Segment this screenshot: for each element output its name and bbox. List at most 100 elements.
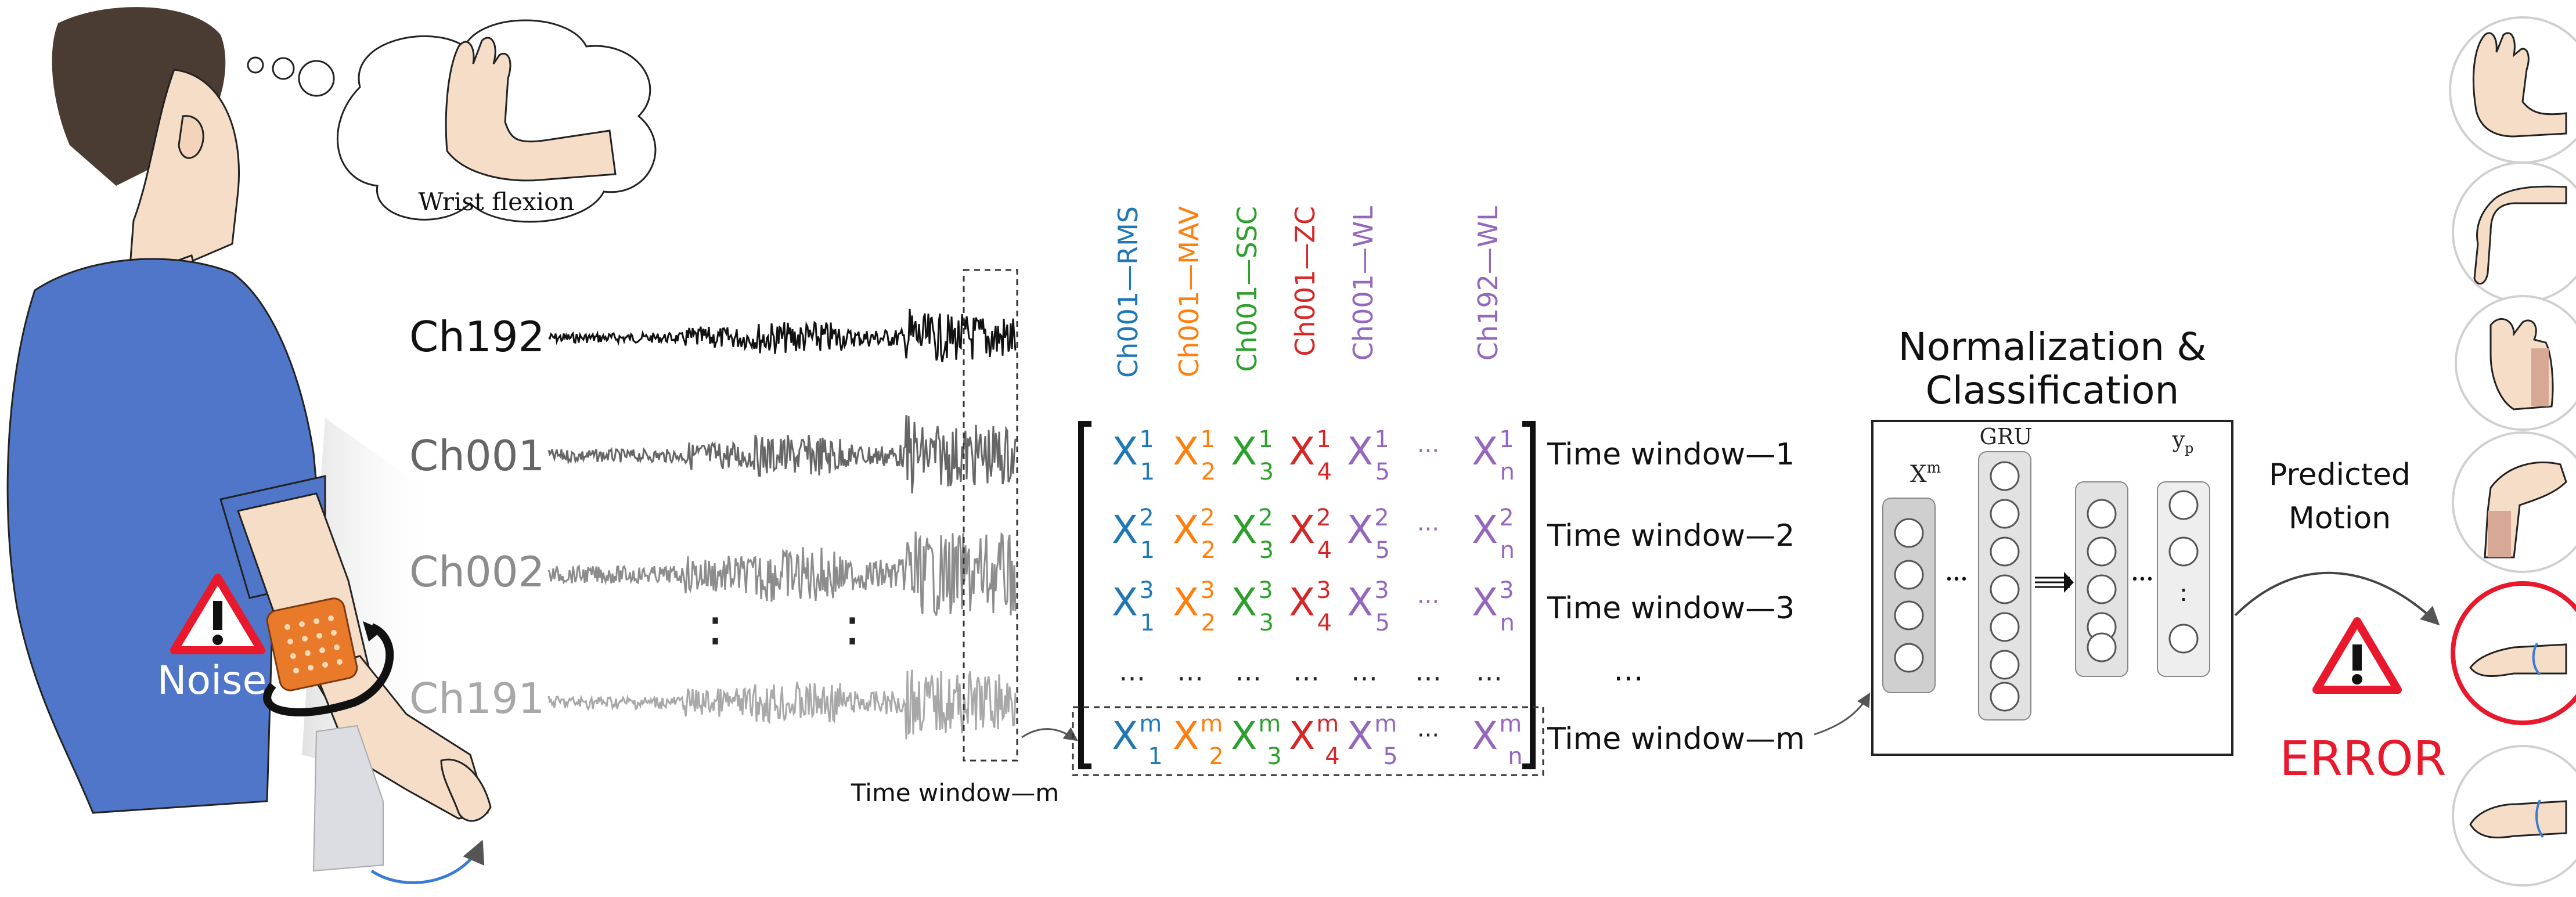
matrix-row-dots: … bbox=[1351, 655, 1378, 687]
matrix-row-dots: … bbox=[1476, 655, 1503, 687]
matrix-cell: X2 3 bbox=[1231, 505, 1274, 564]
time-window-label: Time window—2 bbox=[1547, 518, 1795, 553]
rotation-arrow-icon bbox=[372, 842, 482, 882]
error-warning: ERROR bbox=[2279, 621, 2446, 787]
neuron bbox=[1991, 651, 2019, 679]
matrix-cell: X1 3 bbox=[1231, 426, 1274, 485]
emg-trace bbox=[549, 532, 1015, 616]
neuron bbox=[2088, 538, 2116, 565]
error-label: ERROR bbox=[2279, 732, 2446, 787]
noise-label: Noise bbox=[157, 658, 267, 704]
emg-trace bbox=[549, 670, 1015, 740]
thought-bubble: Wrist flexion bbox=[248, 20, 655, 222]
channel-label: Ch192 bbox=[409, 312, 545, 361]
matrix-cell: X3 2 bbox=[1173, 577, 1216, 636]
neuron bbox=[2088, 575, 2116, 603]
channel-label: Ch001 bbox=[409, 431, 545, 480]
matrix-cell: X3 1 bbox=[1112, 577, 1155, 636]
emg-signals bbox=[549, 309, 1015, 740]
neuron bbox=[1895, 601, 1923, 629]
layer-dots: ••• bbox=[1945, 572, 1968, 587]
matrix-cell: Xm n bbox=[1472, 711, 1523, 770]
feature-matrix: X1 1 X1 2 X1 3 X1 4 X1 5 ··· X1 n X2 1 X2 2 X2 3 X2 4 X2 5 ··· X… bbox=[1073, 424, 1543, 775]
hand-side-icon bbox=[2456, 296, 2576, 430]
matrix-cell: X3 n bbox=[1472, 577, 1515, 636]
channel-dots: : bbox=[707, 596, 724, 657]
feature-header: Ch192—WL bbox=[1472, 206, 1504, 361]
neuron bbox=[1991, 683, 2019, 711]
electrode-array bbox=[265, 596, 359, 692]
matrix-ellipsis: ··· bbox=[1417, 516, 1439, 543]
matrix-cell: X1 4 bbox=[1289, 426, 1332, 485]
matrix-row-dots: … bbox=[1293, 655, 1320, 687]
neuron bbox=[1991, 462, 2019, 490]
matrix-cell: Xm 3 bbox=[1231, 711, 1282, 770]
neuron bbox=[2088, 500, 2116, 528]
matrix-cell: X3 3 bbox=[1231, 577, 1274, 636]
matrix-row-dots: … bbox=[1177, 655, 1204, 687]
matrix-cell: X1 5 bbox=[1347, 426, 1390, 485]
feature-header: Ch001—RMS bbox=[1112, 206, 1144, 378]
matrix-cell: Xm 1 bbox=[1112, 711, 1163, 770]
matrix-cell: Xm 4 bbox=[1289, 711, 1340, 770]
thought-label: Wrist flexion bbox=[419, 188, 575, 216]
matrix-cell: X1 1 bbox=[1112, 426, 1155, 485]
gesture-column bbox=[2450, 17, 2576, 885]
feature-header: Ch001—ZC bbox=[1289, 206, 1321, 356]
neuron bbox=[2170, 491, 2197, 519]
matrix-cell: X2 1 bbox=[1112, 505, 1155, 564]
matrix-ellipsis: ··· bbox=[1417, 722, 1439, 749]
matrix-cell: X2 2 bbox=[1173, 505, 1216, 564]
neuron bbox=[1991, 613, 2019, 641]
neuron bbox=[2170, 538, 2197, 565]
neuron bbox=[1991, 538, 2019, 565]
time-window-label: Time window—3 bbox=[1547, 591, 1795, 626]
feature-headers: Ch001—RMS Ch001—MAV Ch001—SSC Ch001—ZC Ch001… bbox=[1112, 206, 1504, 377]
matrix-row-dots: … bbox=[1415, 655, 1442, 687]
hand-supination-icon bbox=[2453, 583, 2576, 723]
matrix-cell: X1 n bbox=[1472, 426, 1515, 485]
matrix-cell: X2 5 bbox=[1347, 505, 1390, 564]
feature-header: Ch001—SSC bbox=[1231, 206, 1263, 372]
matrix-row-dots: … bbox=[1119, 655, 1145, 687]
time-window-caption: Time window—m bbox=[851, 779, 1059, 807]
channel-label: Ch002 bbox=[409, 547, 545, 596]
time-window-label: Time window—m bbox=[1547, 722, 1805, 756]
classifier-title-line1: Normalization & bbox=[1898, 325, 2206, 369]
neuron bbox=[1991, 500, 2019, 528]
wrist-flexion-icon bbox=[2453, 163, 2576, 302]
emg-trace bbox=[549, 309, 1015, 362]
time-window-labels: Time window—1 Time window—2 Time window—3 …… bbox=[1547, 437, 1805, 756]
matrix-cell: Xm 5 bbox=[1347, 711, 1398, 770]
matrix-cell: Xm 2 bbox=[1173, 711, 1224, 770]
predicted-line1: Predicted bbox=[2269, 457, 2411, 492]
neuron bbox=[2170, 625, 2197, 653]
feature-header: Ch001—MAV bbox=[1173, 206, 1205, 377]
neuron bbox=[2088, 633, 2116, 661]
matrix-cell: X1 2 bbox=[1173, 426, 1216, 485]
gru-label: GRU bbox=[1980, 424, 2033, 449]
hand-pronation-icon bbox=[2453, 746, 2576, 885]
neuron bbox=[1895, 644, 1923, 672]
time-window-label: Time window—1 bbox=[1547, 437, 1795, 472]
time-window-label: … bbox=[1613, 653, 1644, 688]
hand-open-icon bbox=[2450, 17, 2576, 163]
emg-trace bbox=[549, 415, 1015, 493]
matrix-cell: X3 4 bbox=[1289, 577, 1332, 636]
predicted-line2: Motion bbox=[2289, 501, 2391, 536]
neuron bbox=[1895, 561, 1923, 589]
matrix-cell: X2 n bbox=[1472, 505, 1515, 564]
channel-label: Ch191 bbox=[409, 674, 545, 723]
classifier-title-line2: Classification bbox=[1926, 368, 2179, 413]
matrix-cell: X2 4 bbox=[1289, 505, 1332, 564]
channel-dots: : bbox=[844, 596, 861, 657]
matrix-cell: X3 5 bbox=[1347, 577, 1390, 636]
matrix-ellipsis: ··· bbox=[1417, 438, 1439, 464]
layer-dots: ••• bbox=[2131, 572, 2154, 587]
ear bbox=[179, 116, 203, 158]
classifier: Normalization & Classification Xm GRU yp… bbox=[1872, 325, 2232, 755]
matrix-ellipsis: ··· bbox=[1417, 589, 1439, 615]
neuron bbox=[1991, 575, 2019, 603]
feature-header: Ch001—WL bbox=[1348, 206, 1379, 361]
